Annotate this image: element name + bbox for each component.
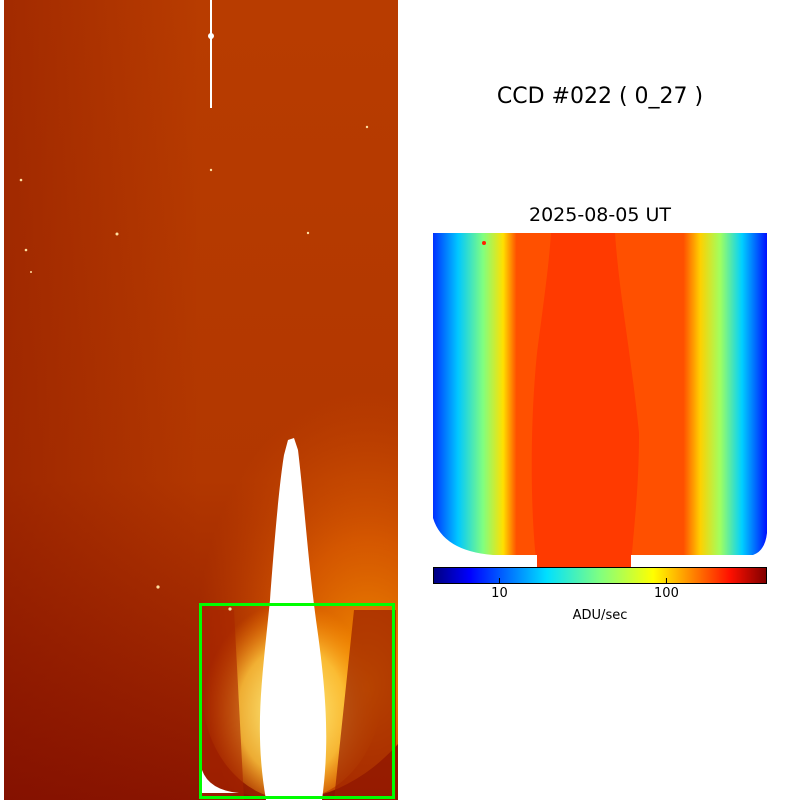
colorbar-tick-label-10: 10	[491, 586, 508, 601]
zoom-image-title: 2025-08-05 UT	[529, 204, 671, 226]
figure-title: CCD #022 ( 0_27 )	[496, 84, 704, 109]
full-ccd-image	[4, 0, 398, 800]
colorbar	[433, 567, 767, 584]
zoom-region-box	[199, 603, 395, 799]
colorbar-tick-label-100: 100	[654, 586, 679, 601]
colorbar-label: ADU/sec	[572, 608, 628, 623]
zoomed-ccd-image	[433, 233, 767, 567]
